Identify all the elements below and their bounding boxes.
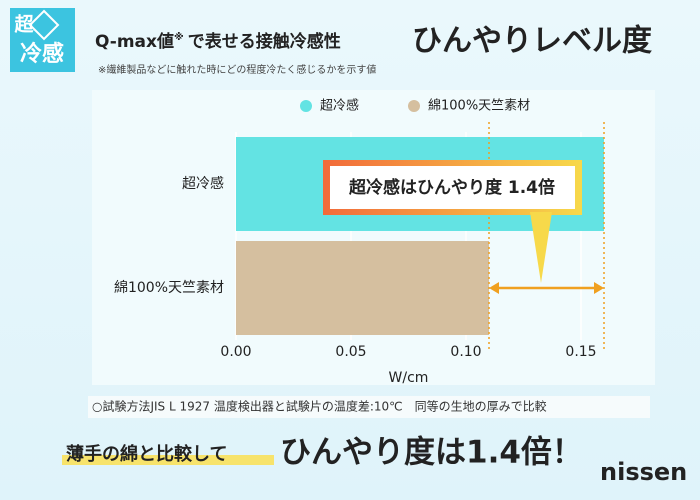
header-note: ※繊維製品などに触れた時にどの程度冷たく感じるかを示す値 <box>98 63 376 76</box>
y-tick-label: 超冷感 <box>182 175 224 192</box>
title-rest: で表せる接触冷感性 <box>188 31 341 52</box>
header-title: Q-max値※ で表せる接触冷感性 <box>95 31 341 52</box>
bar <box>236 241 489 335</box>
brand: nissen <box>600 458 687 486</box>
footer-lead: 薄手の綿と比較して <box>66 443 227 465</box>
plot-panel <box>92 90 655 385</box>
headline: ひんやりレベル度 <box>412 24 652 59</box>
title-mark: ※ <box>174 31 184 43</box>
legend-label: 綿100%天竺素材 <box>428 99 530 114</box>
y-tick-label: 綿100%天竺素材 <box>114 280 224 296</box>
legend-label: 超冷感 <box>320 98 359 114</box>
logo-box <box>10 8 75 72</box>
x-tick-label: 0.15 <box>565 344 596 360</box>
logo-diamond <box>28 9 60 41</box>
x-tick-label: 0.00 <box>220 344 251 360</box>
callout-text: 超冷感はひんやり度 1.4倍 <box>349 177 555 198</box>
legend-swatch <box>300 100 312 112</box>
footnote: ○試験方法JIS L 1927 温度検出器と試験片の温度差:10℃ 同等の生地の… <box>92 399 547 414</box>
footnote-box <box>88 396 650 418</box>
callout-tail <box>530 212 552 283</box>
footer-claim: ひんやり度は1.4倍！ <box>280 435 583 471</box>
x-tick-label: 0.05 <box>335 344 366 360</box>
legend-swatch <box>408 100 420 112</box>
x-axis-label: W/cm <box>389 370 429 386</box>
x-tick-label: 0.10 <box>450 344 481 360</box>
title-start: Q-max値 <box>95 31 174 52</box>
logo-bottom: 冷感 <box>20 41 64 67</box>
highlight <box>62 455 274 465</box>
logo-top: 超 <box>13 13 34 36</box>
callout-box <box>330 166 575 209</box>
